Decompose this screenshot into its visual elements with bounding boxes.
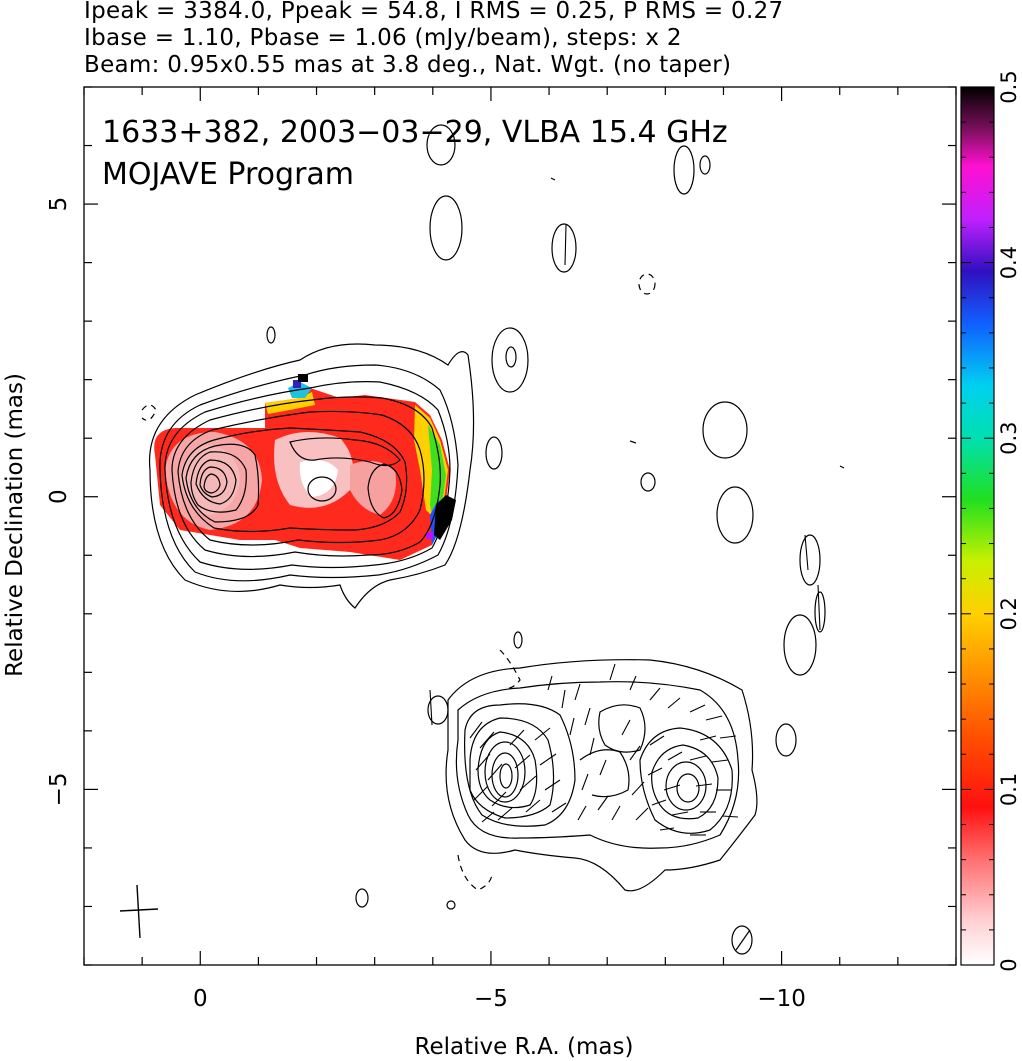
colorbar-tick-labels: 0 0.1 0.2 0.3 0.4 0.5 <box>997 70 1021 971</box>
panel-title-line-1: 1633+382, 2003−03−29, VLBA 15.4 GHz <box>102 115 728 150</box>
colorbar-tick-label: 0 <box>997 958 1021 971</box>
beam-marker <box>119 884 159 939</box>
colorbar-tick-label: 0.4 <box>997 246 1021 279</box>
negative-contours <box>141 273 656 891</box>
colorbar-tick-label: 0.1 <box>997 773 1021 806</box>
colorbar <box>960 86 995 966</box>
header-line-1: Ipeak = 3384.0, Ppeak = 54.8, I RMS = 0.… <box>84 0 784 24</box>
colorbar-tick-label: 0.5 <box>997 70 1021 103</box>
polarization-vectors <box>429 224 821 836</box>
intensity-contours-upper <box>148 343 475 609</box>
header-line-3: Beam: 0.95x0.55 mas at 3.8 deg., Nat. Wg… <box>84 52 732 78</box>
x-axis-label: Relative R.A. (mas) <box>415 1034 634 1060</box>
x-tick-label: −10 <box>757 986 806 1012</box>
plot-frame <box>83 86 957 966</box>
colorbar-tick-label: 0.3 <box>997 421 1021 454</box>
panel-title-line-2: MOJAVE Program <box>102 157 354 192</box>
header-line-2: Ibase = 1.10, Pbase = 1.06 (mJy/beam), s… <box>84 25 682 51</box>
colorbar-tick-label: 0.2 <box>997 597 1021 630</box>
y-tick-label: 5 <box>46 197 72 212</box>
x-tick-label: 0 <box>193 986 208 1012</box>
y-tick-label: −5 <box>46 772 72 806</box>
x-tick-label: −5 <box>474 986 508 1012</box>
y-tick-label: 0 <box>46 489 72 504</box>
fractional-polarization-image <box>154 374 456 560</box>
isolated-contours <box>266 124 845 955</box>
axis-ticks <box>83 86 957 966</box>
axis-tick-labels: 0 −5 −10 −5 0 5 <box>46 197 806 1012</box>
y-axis-label: Relative Declination (mas) <box>2 373 28 677</box>
colorbar-ticks <box>961 86 994 966</box>
